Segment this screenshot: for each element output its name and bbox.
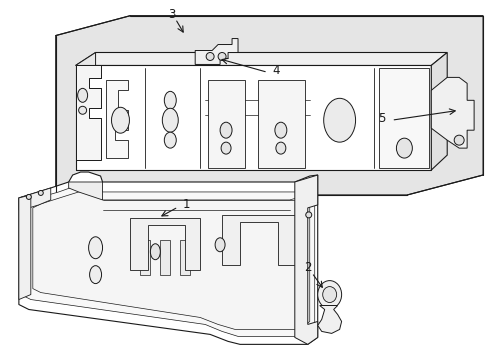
- Polygon shape: [76, 53, 95, 66]
- Ellipse shape: [38, 190, 43, 195]
- Ellipse shape: [218, 53, 225, 60]
- Ellipse shape: [220, 122, 232, 138]
- Polygon shape: [294, 175, 317, 345]
- Polygon shape: [76, 53, 447, 66]
- Ellipse shape: [26, 194, 31, 199]
- Ellipse shape: [89, 266, 102, 284]
- Ellipse shape: [164, 91, 176, 109]
- Ellipse shape: [221, 142, 230, 154]
- Polygon shape: [258, 80, 304, 168]
- Ellipse shape: [396, 138, 411, 158]
- Ellipse shape: [274, 122, 286, 138]
- Polygon shape: [76, 66, 430, 170]
- Polygon shape: [105, 80, 128, 158]
- Ellipse shape: [317, 280, 341, 309]
- Polygon shape: [68, 182, 102, 200]
- Polygon shape: [430, 53, 447, 170]
- Polygon shape: [19, 195, 31, 300]
- Text: 3: 3: [168, 8, 176, 21]
- Ellipse shape: [150, 244, 160, 260]
- Polygon shape: [19, 172, 317, 345]
- Polygon shape: [130, 218, 200, 270]
- Polygon shape: [430, 77, 473, 148]
- Ellipse shape: [275, 142, 285, 154]
- Ellipse shape: [111, 107, 129, 133]
- Polygon shape: [208, 80, 244, 168]
- Polygon shape: [317, 306, 341, 333]
- Ellipse shape: [78, 88, 87, 102]
- Ellipse shape: [323, 98, 355, 142]
- Polygon shape: [76, 66, 101, 170]
- Text: 2: 2: [304, 261, 311, 274]
- Ellipse shape: [79, 106, 86, 114]
- Polygon shape: [379, 68, 428, 168]
- Polygon shape: [222, 215, 294, 265]
- Ellipse shape: [322, 287, 336, 302]
- Text: 4: 4: [271, 64, 279, 77]
- Ellipse shape: [206, 53, 214, 60]
- Polygon shape: [160, 240, 170, 275]
- Polygon shape: [180, 240, 190, 275]
- Polygon shape: [19, 188, 51, 210]
- Ellipse shape: [305, 212, 311, 218]
- Text: 1: 1: [182, 198, 189, 211]
- Ellipse shape: [88, 237, 102, 259]
- Ellipse shape: [215, 238, 224, 252]
- Ellipse shape: [162, 108, 178, 132]
- Polygon shape: [195, 39, 238, 64]
- Polygon shape: [56, 15, 482, 195]
- Text: 5: 5: [377, 112, 385, 125]
- Polygon shape: [140, 240, 150, 275]
- Polygon shape: [23, 183, 314, 336]
- Ellipse shape: [453, 135, 463, 145]
- Polygon shape: [33, 192, 309, 329]
- Ellipse shape: [164, 132, 176, 148]
